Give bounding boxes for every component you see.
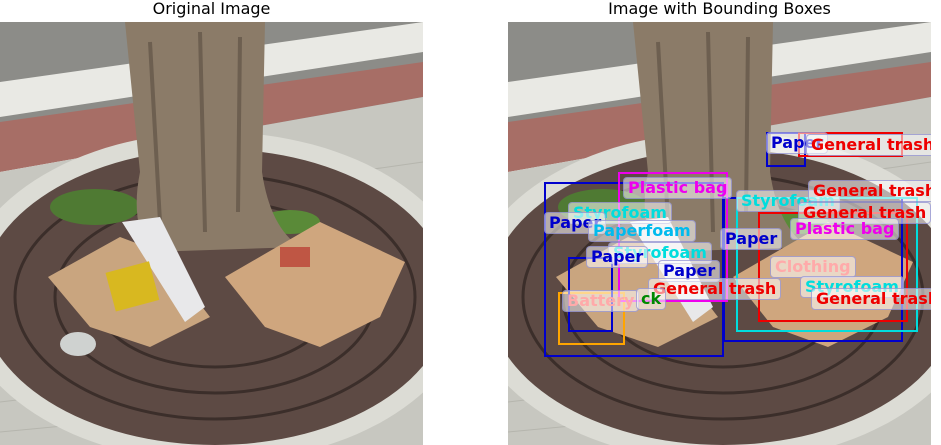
label-general-trash-5: General trash [811,288,931,310]
label-clothing-1: Clothing [770,256,856,278]
annotated-image-title: Image with Bounding Boxes [608,0,831,18]
label-plastic-bag-1: Plastic bag [623,177,733,199]
street-photo [0,22,423,445]
annotated-image: Paper General trash Plastic bag Styrofoa… [508,22,931,445]
label-general-trash-top: General trash [806,134,931,156]
label-paperfoam-1: Paperfoam [588,220,696,242]
label-general-trash-4: General trash [648,278,782,300]
label-general-trash-2: General trash [808,180,931,202]
original-image-title: Original Image [152,0,271,18]
label-paper-4: Paper [586,246,649,268]
label-plastic-bag-2: Plastic bag [790,218,900,240]
original-image [0,22,423,445]
label-paper-3: Paper [720,228,783,250]
label-battery-1: Battery [562,290,640,312]
label-paper-pack-1: ck [636,288,667,310]
